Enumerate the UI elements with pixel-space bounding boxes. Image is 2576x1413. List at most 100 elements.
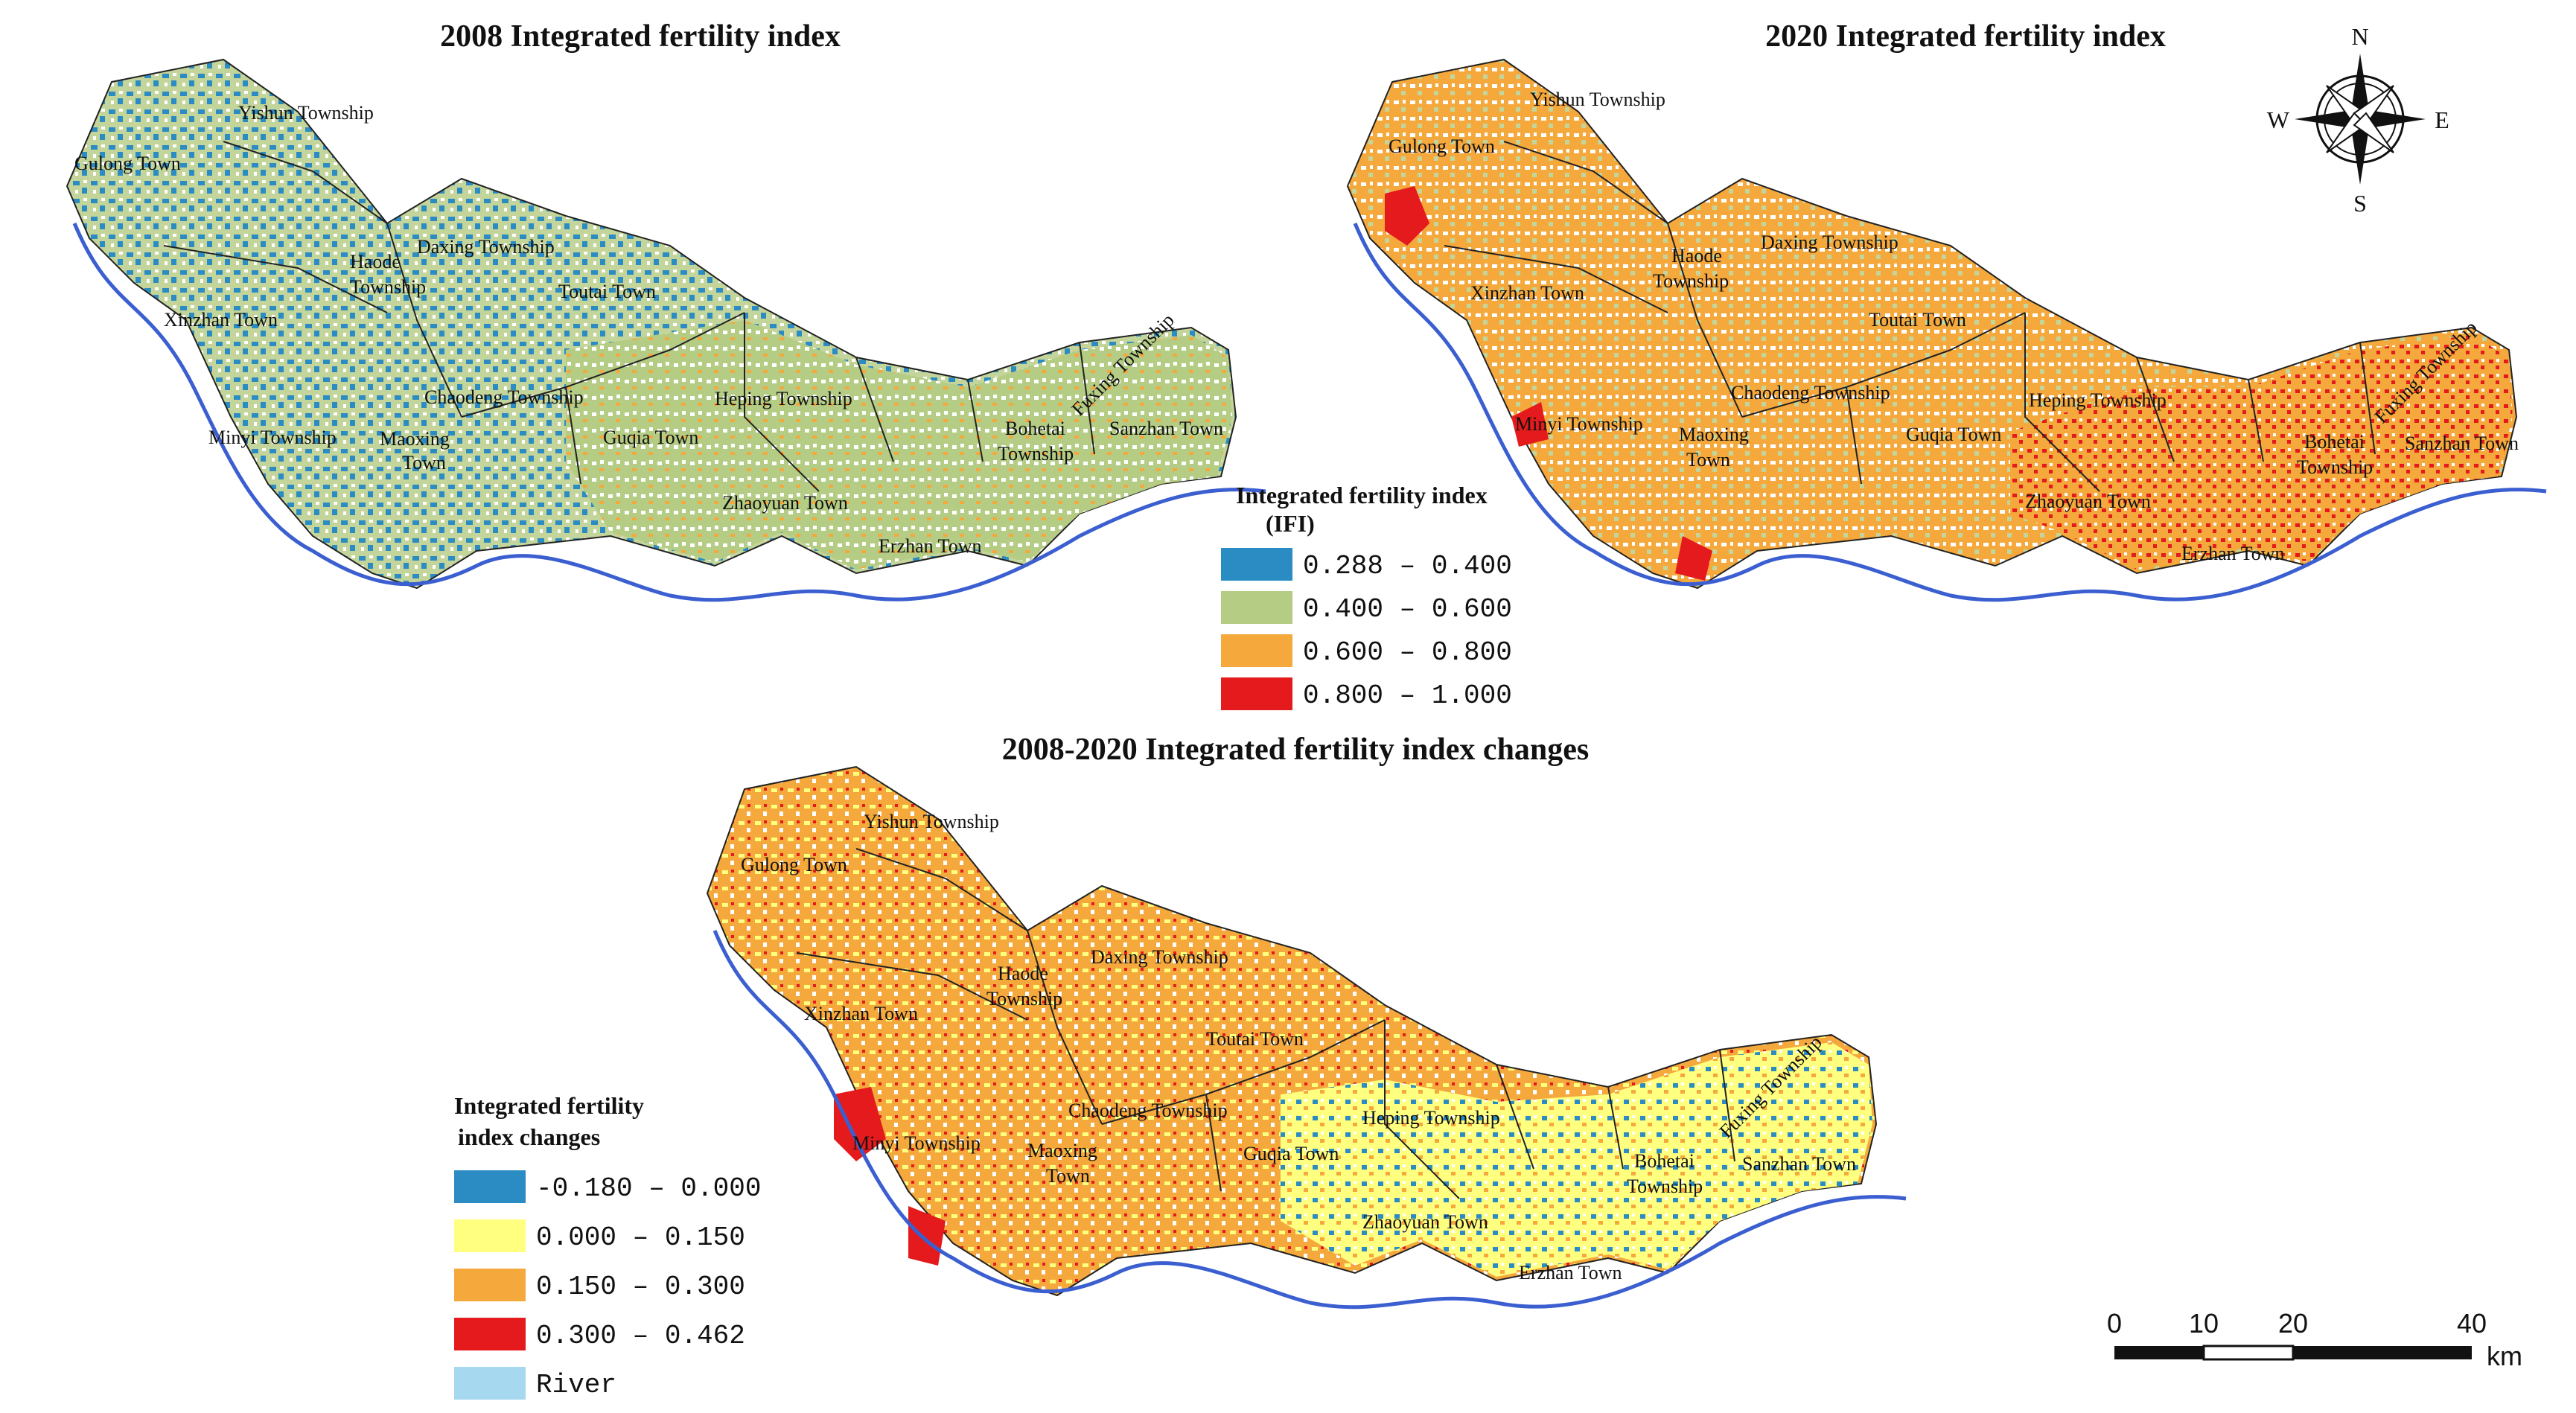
legend-ifi-title-2: (IFI) <box>1266 510 1315 537</box>
map-2008-label: Guqia Town <box>603 427 698 448</box>
map-2008-label: Chaodeng Township <box>424 386 584 408</box>
map-2020-boundaries <box>1444 141 2376 492</box>
map-change-label: Xinzhan Town <box>804 1003 918 1024</box>
map-2008-label: Gulong Town <box>74 153 181 174</box>
map-2008-title: 2008 Integrated fertility index <box>440 19 841 54</box>
map-change-label: Minyi Township <box>852 1132 981 1154</box>
map-change-red-patch-south <box>908 1206 946 1266</box>
map-2020-river <box>1353 223 2547 602</box>
map-2008-label: Minyi Township <box>208 427 337 448</box>
legend-change-swatch <box>454 1170 526 1203</box>
map-2020-label: Township <box>1653 270 1729 292</box>
map-2020-label: Daxing Township <box>1761 232 1898 253</box>
map-2008-label: Yishun Township <box>238 102 374 124</box>
legend-ifi-label: 0.800 – 1.000 <box>1303 680 1512 711</box>
scale-bar: 0 10 20 40 km <box>2107 1308 2522 1371</box>
compass-e-label: E <box>2435 106 2449 133</box>
legend-change-swatch <box>454 1269 526 1301</box>
map-2020-label: Minyi Township <box>1515 413 1643 435</box>
scale-tick-label: 10 <box>2189 1308 2219 1339</box>
map-change-label: Township <box>1627 1176 1703 1197</box>
legend-change-title: Integrated fertility <box>454 1092 644 1119</box>
map-change-label: Daxing Township <box>1091 946 1228 968</box>
map-change-boundaries <box>796 848 1735 1199</box>
legend-ifi-label: 0.400 – 0.600 <box>1303 594 1512 625</box>
map-change-label: Maoxing <box>1027 1140 1097 1161</box>
compass-rose-icon: N S E W <box>2267 23 2449 217</box>
legend-ifi: Integrated fertility index (IFI) 0.288 –… <box>1221 482 1512 711</box>
map-2008-label: Town <box>402 452 446 473</box>
map-2008-east-region <box>566 320 1232 570</box>
scale-bar-segment <box>2114 1346 2204 1359</box>
map-2008-label: Toutai Town <box>558 281 656 302</box>
legend-ifi-label: 0.288 – 0.400 <box>1303 551 1512 581</box>
compass-w-label: W <box>2267 106 2290 133</box>
map-2008-label: Maoxing <box>380 428 450 450</box>
map-2008-label: Erzhan Town <box>879 535 982 557</box>
map-2008-river <box>72 223 1266 602</box>
map-2020-title: 2020 Integrated fertility index <box>1765 19 2166 54</box>
map-change-red-patch-west <box>834 1087 886 1161</box>
map-change-label: Sanzhan Town <box>1742 1153 1856 1175</box>
legend-change-label: 0.300 – 0.462 <box>536 1321 745 1351</box>
map-2008-label: Township <box>998 443 1074 465</box>
map-2020-label: Erzhan Town <box>2181 543 2285 564</box>
map-2020-red-patch-south <box>1675 536 1712 581</box>
map-change-title: 2008-2020 Integrated fertility index cha… <box>1002 733 1590 767</box>
map-2020-label: Township <box>2297 456 2373 478</box>
map-change-label: Gulong Town <box>741 854 847 875</box>
map-2020-label: Haode <box>1671 245 1722 267</box>
map-2008-label: Heping Township <box>715 388 852 409</box>
map-2020-label: Town <box>1686 449 1730 471</box>
map-change-label: Township <box>986 988 1062 1009</box>
legend-ifi-title: Integrated fertility index <box>1236 482 1488 508</box>
scale-unit-label: km <box>2487 1341 2522 1371</box>
scale-tick-label: 20 <box>2278 1308 2308 1339</box>
map-2020-label: Heping Township <box>2029 389 2167 411</box>
legend-ifi-swatch <box>1221 634 1292 667</box>
compass-s-label: S <box>2353 190 2367 217</box>
legend-change-swatch <box>454 1367 526 1400</box>
map-2020-red-patch-west <box>1385 186 1429 246</box>
map-2008-label: Township <box>350 276 426 298</box>
legend-change-swatch <box>454 1318 526 1350</box>
map-2020-label: Maoxing <box>1679 424 1749 445</box>
legend-change-label: 0.000 – 0.150 <box>536 1222 745 1253</box>
map-change-label: Bohetai <box>1634 1150 1695 1172</box>
map-change-label: Town <box>1046 1165 1090 1187</box>
map-2008-label: Sanzhan Town <box>1109 418 1223 439</box>
map-change-label: Erzhan Town <box>1519 1262 1622 1283</box>
map-change-label: Chaodeng Township <box>1068 1100 1228 1121</box>
map-change-label: Guqia Town <box>1243 1143 1339 1164</box>
legend-ifi-swatch <box>1221 548 1292 581</box>
map-2008-label: Bohetai <box>1005 418 1065 439</box>
map-change-east-region <box>1281 1042 1872 1277</box>
map-2020-red-patch-minyi <box>1511 402 1549 447</box>
map-2008-label: Daxing Township <box>417 236 555 258</box>
map-change: 2008-2020 Integrated fertility index cha… <box>706 733 1907 1310</box>
map-2020-label: Zhaoyuan Town <box>2025 491 2151 512</box>
map-2008-label: Haode <box>350 251 401 272</box>
map-2008-boundaries <box>163 141 1095 492</box>
legend-change-swatch <box>454 1219 526 1252</box>
legend-change-label: 0.150 – 0.300 <box>536 1272 745 1302</box>
map-2020-label: Bohetai <box>2304 431 2365 453</box>
legend-change-title-2: index changes <box>458 1123 600 1150</box>
map-2020-label: Guqia Town <box>1906 424 2001 445</box>
map-2020-label: Yishun Township <box>1530 89 1665 110</box>
legend-change-label: -0.180 – 0.000 <box>536 1173 761 1204</box>
scale-bar-segment <box>2202 1345 2295 1361</box>
legend-change: Integrated fertility index changes -0.18… <box>454 1092 761 1400</box>
map-2008: 2008 Integrated fertility index Yishun T… <box>66 19 1266 602</box>
scale-tick-label: 40 <box>2457 1308 2487 1339</box>
compass-n-label: N <box>2351 23 2368 50</box>
map-change-label: Toutai Town <box>1206 1028 1304 1050</box>
map-2020-label: Chaodeng Township <box>1731 382 1890 404</box>
map-2020-label: Sanzhan Town <box>2405 433 2519 454</box>
map-2020-label: Toutai Town <box>1869 309 1966 331</box>
map-2020-label: Gulong Town <box>1389 135 1495 157</box>
map-2008-label: Zhaoyuan Town <box>722 492 848 514</box>
legend-ifi-label: 0.600 – 0.800 <box>1303 637 1512 668</box>
map-change-label: Yishun Township <box>864 811 999 832</box>
